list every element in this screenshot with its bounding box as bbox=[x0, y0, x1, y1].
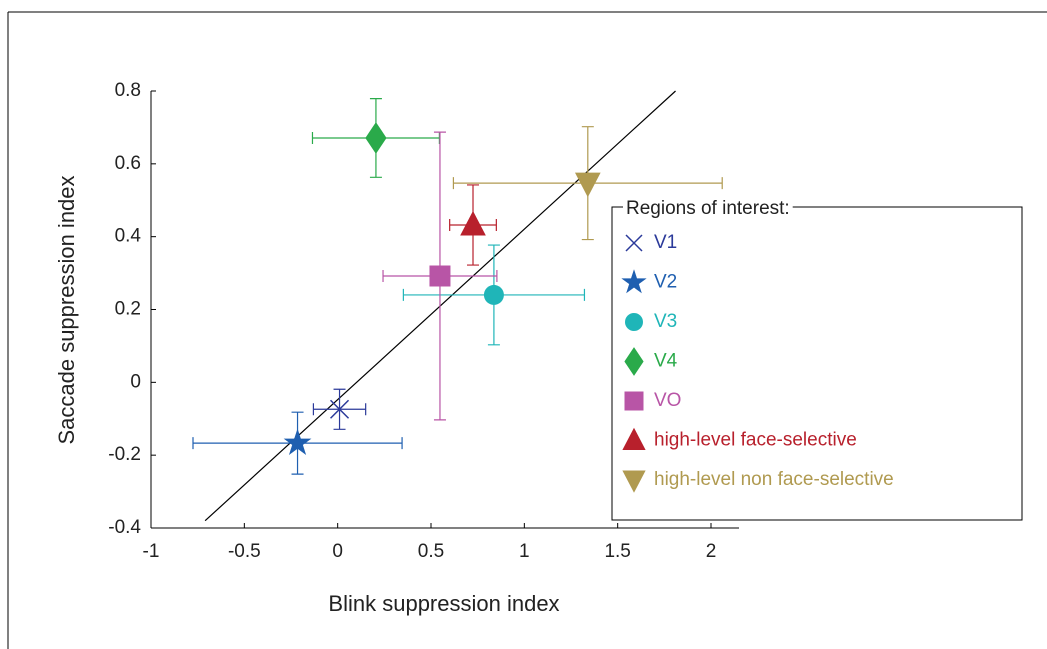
point bbox=[483, 284, 504, 305]
legend-marker bbox=[622, 470, 646, 493]
legend-label: high-level non face-selective bbox=[654, 469, 894, 490]
x-axis-label: Blink suppression index bbox=[328, 591, 559, 616]
legend-marker bbox=[624, 347, 644, 376]
legend-marker bbox=[622, 427, 646, 450]
y-tick-label: -0.2 bbox=[108, 444, 141, 465]
legend-marker bbox=[624, 391, 644, 411]
y-tick-label: -0.4 bbox=[108, 517, 141, 538]
x-tick-label: 2 bbox=[706, 541, 717, 562]
x-tick-label: 1.5 bbox=[604, 541, 630, 562]
legend-marker bbox=[625, 313, 643, 331]
point bbox=[460, 210, 486, 236]
legend-title: Regions of interest: bbox=[626, 198, 790, 219]
x-tick-label: -0.5 bbox=[228, 541, 261, 562]
point bbox=[574, 172, 601, 198]
y-tick-label: 0.4 bbox=[115, 226, 142, 247]
y-axis-label: Saccade suppression index bbox=[54, 175, 79, 444]
legend-box bbox=[611, 206, 1023, 521]
y-tick-label: 0.8 bbox=[115, 80, 141, 101]
legend-marker bbox=[625, 234, 643, 252]
x-tick-label: 1 bbox=[519, 541, 530, 562]
legend-label: V3 bbox=[654, 311, 677, 332]
point bbox=[365, 122, 387, 154]
legend-title-bg bbox=[623, 205, 793, 209]
y-tick-label: 0.2 bbox=[115, 299, 141, 320]
y-tick-label: 0 bbox=[130, 371, 141, 392]
y-tick-label: 0.6 bbox=[115, 153, 141, 174]
point bbox=[429, 265, 451, 287]
legend-label: V1 bbox=[654, 232, 677, 253]
point bbox=[330, 399, 350, 419]
x-tick-label: 0.5 bbox=[418, 541, 444, 562]
point bbox=[283, 428, 312, 455]
legend-label: V4 bbox=[654, 351, 678, 372]
legend-label: high-level face-selective bbox=[654, 430, 857, 451]
legend-label: VO bbox=[654, 390, 681, 411]
legend-label: V2 bbox=[654, 272, 677, 293]
x-tick-label: 0 bbox=[332, 541, 343, 562]
x-tick-label: -1 bbox=[143, 541, 160, 562]
legend-marker bbox=[621, 269, 647, 294]
